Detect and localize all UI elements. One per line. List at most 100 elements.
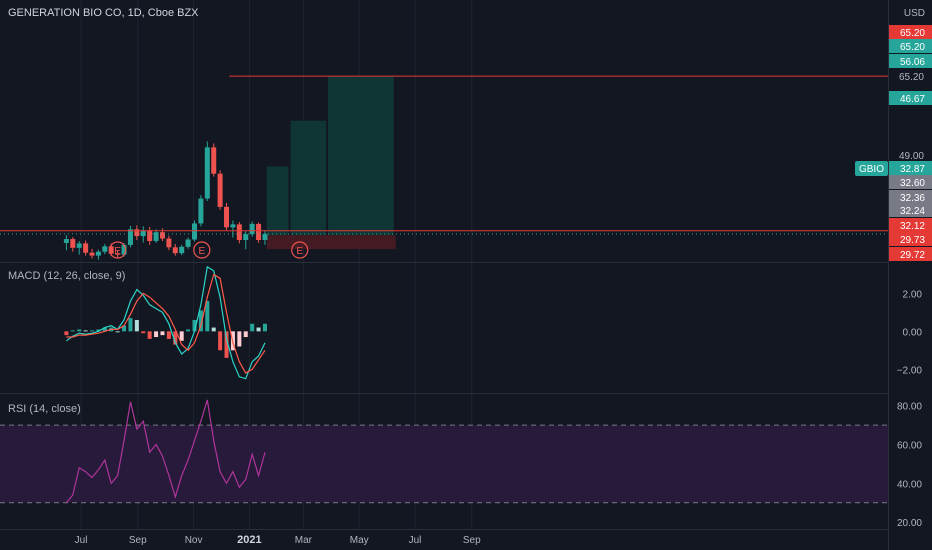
price-tag-label: 65.20 xyxy=(900,42,925,53)
macd-tick-label: 2.00 xyxy=(903,289,923,300)
macd-histogram-bar xyxy=(198,310,203,332)
macd-histogram-bar xyxy=(243,331,248,338)
candle-body xyxy=(217,173,223,207)
candle-body xyxy=(204,147,210,199)
candle-body xyxy=(211,147,217,174)
macd-histogram-bar xyxy=(186,329,191,332)
macd-histogram-bar xyxy=(147,331,152,339)
price-tag xyxy=(889,91,932,105)
macd-histogram-bar xyxy=(211,327,216,332)
price-tag xyxy=(889,25,932,39)
candle-body xyxy=(76,243,82,248)
rsi-tick-label: 80.00 xyxy=(897,402,922,413)
target-zone-3 xyxy=(328,76,394,236)
rsi-tick-label: 40.00 xyxy=(897,479,922,490)
macd-axis[interactable]: 2.00 0.00 −2.00 xyxy=(897,289,923,376)
earnings-marker-icon xyxy=(291,241,309,259)
macd-tick-label: 0.00 xyxy=(903,327,923,338)
time-tick-label: Sep xyxy=(129,535,147,546)
earnings-marker-label: E xyxy=(114,246,121,257)
price-tag-label: 65.20 xyxy=(900,28,925,39)
price-tag xyxy=(889,161,932,175)
time-tick-label: 2021 xyxy=(237,534,261,546)
rsi-band xyxy=(0,425,888,503)
candle-body xyxy=(95,251,101,256)
rsi-tick-label: 60.00 xyxy=(897,441,922,452)
candle-body xyxy=(172,247,178,254)
target-zone-2 xyxy=(290,120,327,236)
candle-body xyxy=(249,223,255,235)
candle-body xyxy=(147,230,153,241)
time-tick-label: Sep xyxy=(463,535,481,546)
macd-histogram-bar xyxy=(141,331,146,334)
candle-body xyxy=(224,206,230,228)
price-tick-label: 49.00 xyxy=(899,151,924,162)
price-tag-label: 46.67 xyxy=(900,94,925,105)
currency-label: USD xyxy=(904,8,925,19)
rsi-pane[interactable] xyxy=(0,399,888,504)
price-tags: 65.20 65.20 56.06 46.67 32.87 32.60 32.36 32.24… xyxy=(889,25,932,261)
price-tag xyxy=(889,203,932,217)
candle-body xyxy=(166,238,172,248)
macd-histogram-bar xyxy=(102,327,107,332)
candles xyxy=(63,141,268,260)
candle-body xyxy=(115,253,121,255)
candle-body xyxy=(127,229,133,245)
candle-body xyxy=(159,232,165,239)
price-tag xyxy=(889,232,932,246)
price-tag-label: 56.06 xyxy=(900,57,925,68)
time-tick-label: Mar xyxy=(295,535,313,546)
macd-histogram-bar xyxy=(64,331,69,336)
candle-body xyxy=(83,243,89,253)
earnings-marker-label: E xyxy=(198,246,205,257)
chart-title: GENERATION BIO CO, 1D, Cboe BZX xyxy=(8,7,199,19)
rsi-tick-label: 20.00 xyxy=(897,518,922,529)
candle-body xyxy=(185,239,191,247)
time-tick-label: Jul xyxy=(75,535,88,546)
candle-body xyxy=(108,246,114,254)
price-tag-label: 29.72 xyxy=(900,250,925,261)
macd-histogram-bar xyxy=(115,331,120,333)
candle-body xyxy=(256,223,262,241)
rsi-title: RSI (14, close) xyxy=(8,403,81,415)
macd-pane[interactable] xyxy=(64,265,267,380)
rsi-axis[interactable]: 80.00 60.00 40.00 20.00 xyxy=(897,402,922,529)
macd-histogram-bar xyxy=(166,331,171,339)
signal-line xyxy=(66,273,266,374)
macd-tick-label: −2.00 xyxy=(897,365,923,376)
macd-histogram-bar xyxy=(90,330,95,332)
macd-histogram-bar xyxy=(237,331,242,347)
time-tick-label: Jul xyxy=(409,535,422,546)
price-tick-label: 65.20 xyxy=(899,72,924,83)
stop-zone-1 xyxy=(266,235,396,250)
candle-body xyxy=(262,233,268,241)
earnings-marker-icon xyxy=(109,241,127,259)
macd-histogram-bar xyxy=(160,331,165,336)
time-axis[interactable]: Jul Sep Nov 2021 Mar May Jul Sep xyxy=(75,534,481,546)
target-zone-1 xyxy=(266,166,289,236)
time-tick-label: May xyxy=(350,535,369,546)
macd-histogram-bar xyxy=(179,331,184,341)
price-tag xyxy=(889,218,932,232)
price-tag xyxy=(889,175,932,189)
time-tick-label: Nov xyxy=(185,535,203,546)
candle-body xyxy=(70,239,76,248)
macd-histogram-bar xyxy=(83,330,88,332)
macd-histogram-bar xyxy=(218,331,223,351)
macd-line xyxy=(66,265,266,380)
macd-histogram-bar xyxy=(173,331,178,345)
macd-histogram-bar xyxy=(77,329,82,332)
price-tag-label: 32.12 xyxy=(900,221,925,232)
candle-body xyxy=(236,224,242,241)
price-tag xyxy=(889,247,932,261)
candle-body xyxy=(102,246,108,252)
candle-body xyxy=(153,232,159,241)
price-tag-label: 32.60 xyxy=(900,178,925,189)
candle-body xyxy=(230,224,236,228)
price-tag-label: 29.73 xyxy=(900,235,925,246)
macd-title: MACD (12, 26, close, 9) xyxy=(8,270,125,282)
macd-histogram-bar xyxy=(128,318,133,332)
